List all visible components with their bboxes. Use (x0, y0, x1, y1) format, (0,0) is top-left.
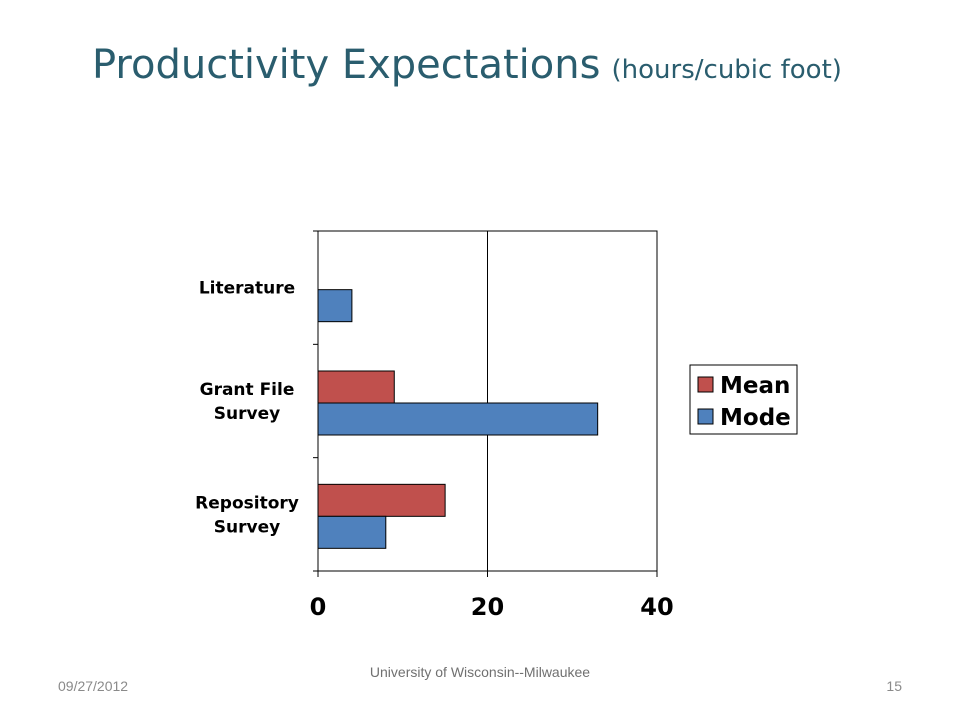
category-label-line: Survey (214, 517, 280, 537)
bar-mean-2 (317, 483, 446, 517)
x-tick-label-1: 20 (471, 593, 504, 621)
category-label-line: Grant File (200, 380, 295, 400)
slide-title-suffix: (hours/cubic foot) (611, 55, 842, 85)
legend-swatch-mode (697, 408, 714, 425)
slide-date: 09/27/2012 (58, 678, 129, 694)
bar-mode-2 (317, 515, 387, 549)
category-label-line: Literature (199, 279, 295, 299)
slide-title: Productivity Expectations (hours/cubic f… (92, 42, 842, 88)
category-label-line: Repository (195, 493, 299, 513)
category-label-0: Literature (199, 279, 295, 299)
legend-swatch-mean (697, 376, 714, 393)
bar-mode-0 (317, 289, 353, 323)
category-label-line: Survey (214, 404, 280, 424)
legend-label-mode: Mode (720, 405, 791, 431)
category-label-2: Repository Survey (195, 493, 299, 537)
bar-mode-1 (317, 402, 599, 436)
x-tick-label-0: 0 (310, 593, 327, 621)
slide-title-main: Productivity Expectations (92, 42, 601, 88)
page-number: 15 (886, 678, 902, 694)
category-label-1: Grant File Survey (200, 380, 295, 424)
slide-footer: University of Wisconsin--Milwaukee (369, 664, 591, 680)
x-tick-label-2: 40 (640, 593, 673, 621)
legend-label-mean: Mean (720, 373, 790, 399)
bar-mean-1 (317, 370, 395, 404)
